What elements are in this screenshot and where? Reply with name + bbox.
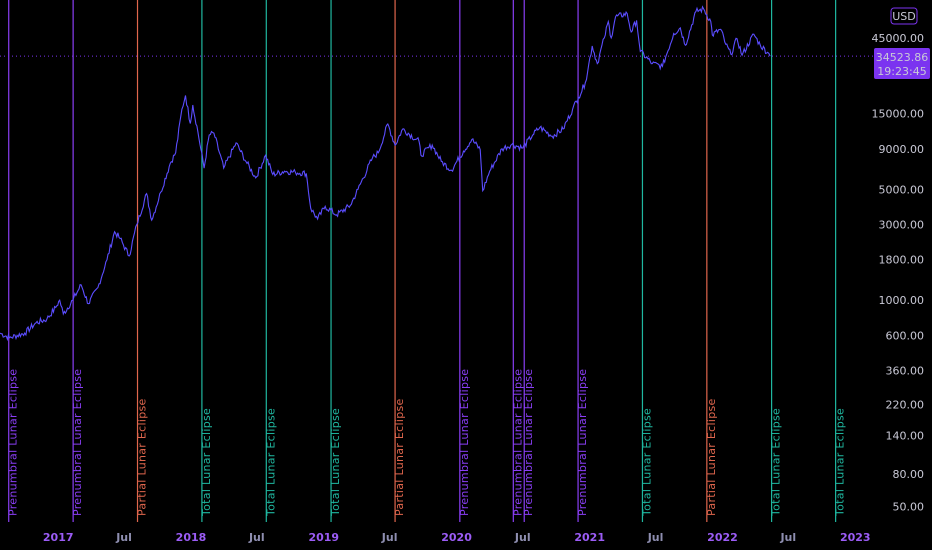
price-tick-label: 15000.00 xyxy=(872,108,925,121)
time-tick-label: 2021 xyxy=(574,531,605,544)
time-axis-band xyxy=(0,524,932,550)
time-tick-label: 2022 xyxy=(707,531,738,544)
time-tick-label: 2017 xyxy=(43,531,74,544)
price-tick-label: 1800.00 xyxy=(879,254,925,267)
eclipse-label: Total Lunar Eclipse xyxy=(329,408,342,517)
eclipse-label: Prenumbral Lunar Eclipse xyxy=(7,369,20,516)
countdown-label: 19:23:45 xyxy=(877,65,926,78)
price-tick-label: 360.00 xyxy=(886,365,925,378)
price-series-line xyxy=(0,5,771,342)
eclipse-label: Total Lunar Eclipse xyxy=(200,408,213,517)
time-tick-label: 2020 xyxy=(441,531,472,544)
eclipse-label: Total Lunar Eclipse xyxy=(834,408,847,517)
time-tick-label: 2018 xyxy=(176,531,207,544)
eclipse-labels: Prenumbral Lunar Eclipse Prenumbral Lunar… xyxy=(7,369,847,517)
time-axis[interactable]: 2017 Jul 2018 Jul 2019 Jul 2020 Jul 2021 Jul 2022 J… xyxy=(0,524,932,550)
currency-badge[interactable] xyxy=(890,7,918,25)
time-tick-label: 2019 xyxy=(308,531,339,544)
time-tick-label: Jul xyxy=(381,531,398,544)
price-tick-label: 3000.00 xyxy=(879,219,925,232)
eclipse-label: Prenumbral Lunar Eclipse xyxy=(511,369,524,516)
eclipse-label: Prenumbral Lunar Eclipse xyxy=(71,369,84,516)
eclipse-label: Total Lunar Eclipse xyxy=(770,408,783,517)
current-price-label: 34523.86 xyxy=(876,51,929,64)
eclipse-label: Partial Lunar Eclipse xyxy=(136,398,149,516)
eclipse-label: Prenumbral Lunar Eclipse xyxy=(576,369,589,516)
price-axis-badges: USD 34523.86 19:23:45 xyxy=(874,7,930,79)
price-tick-label: 80.00 xyxy=(893,468,925,481)
time-tick-label: Jul xyxy=(248,531,265,544)
price-tick-label: 220.00 xyxy=(886,399,925,412)
price-tick-label: 5000.00 xyxy=(879,183,925,196)
current-price-badge xyxy=(874,48,930,79)
eclipse-label: Prenumbral Lunar Eclipse xyxy=(458,369,471,516)
price-tick-label: 140.00 xyxy=(886,430,925,443)
eclipse-lines xyxy=(8,0,837,522)
time-tick-label: Jul xyxy=(779,531,796,544)
eclipse-label: Total Lunar Eclipse xyxy=(264,408,277,517)
price-tick-label: 9000.00 xyxy=(879,143,925,156)
eclipse-label: Prenumbral Lunar Eclipse xyxy=(522,369,535,516)
price-tick-label: 50.00 xyxy=(893,501,925,514)
time-tick-label: Jul xyxy=(647,531,664,544)
eclipse-label: Partial Lunar Eclipse xyxy=(705,398,718,516)
time-tick-label: Jul xyxy=(514,531,531,544)
time-tick-label: Jul xyxy=(115,531,132,544)
currency-label: USD xyxy=(892,10,916,23)
eclipse-label: Total Lunar Eclipse xyxy=(640,408,653,517)
price-tick-label: 600.00 xyxy=(886,329,925,342)
time-tick-label: 2023 xyxy=(840,531,871,544)
price-tick-label: 1000.00 xyxy=(879,294,925,307)
price-tick-label: 45000.00 xyxy=(872,32,925,45)
series-layer xyxy=(0,5,771,342)
eclipse-label: Partial Lunar Eclipse xyxy=(393,398,406,516)
price-axis[interactable]: 45000.00 15000.00 9000.00 5000.00 3000.00 180… xyxy=(872,32,925,514)
